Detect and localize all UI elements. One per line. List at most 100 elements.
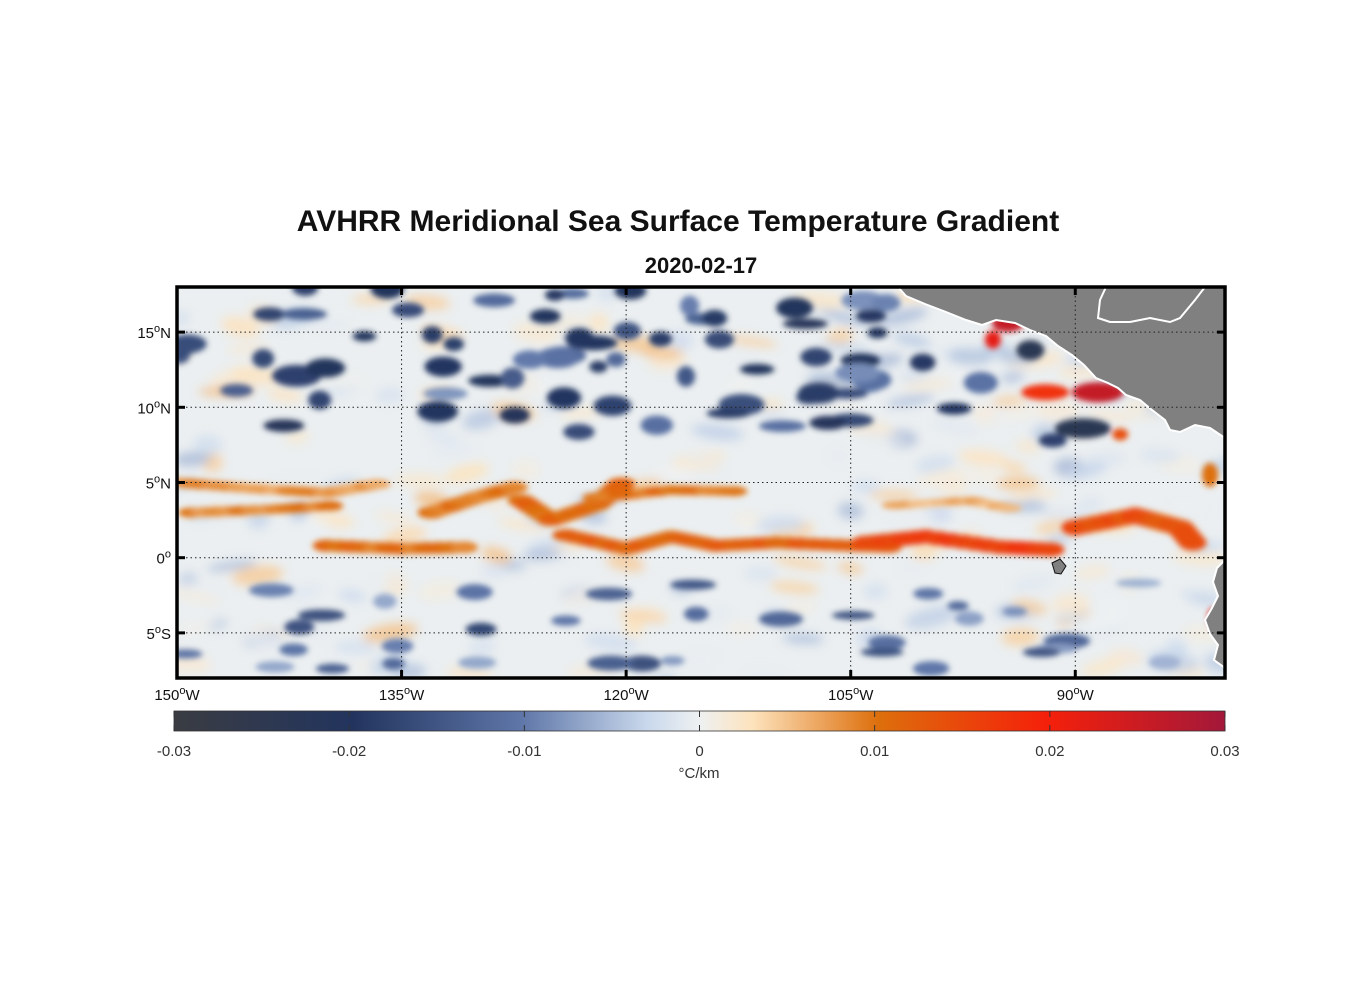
map-grid bbox=[177, 287, 1225, 678]
y-tick-label: 5oN bbox=[146, 474, 171, 493]
y-tick-label: 10oN bbox=[137, 398, 171, 417]
negative-patch bbox=[613, 322, 641, 340]
field-texture bbox=[691, 423, 744, 441]
field-texture bbox=[320, 476, 359, 491]
negative-patch bbox=[500, 367, 525, 389]
field-texture bbox=[652, 464, 694, 481]
negative-patch bbox=[255, 661, 295, 673]
field-texture bbox=[1096, 597, 1133, 616]
negative-patch bbox=[297, 609, 346, 622]
negative-patch bbox=[565, 327, 595, 349]
negative-patch bbox=[683, 606, 709, 622]
negative-patch bbox=[220, 383, 253, 397]
negative-patch bbox=[424, 356, 462, 377]
field-texture bbox=[588, 312, 609, 333]
field-texture bbox=[639, 345, 684, 360]
positive-band bbox=[449, 541, 478, 554]
strong-gradient-feature bbox=[1016, 340, 1045, 361]
negative-patch bbox=[465, 622, 497, 636]
colorbar-label: °C/km bbox=[679, 765, 720, 782]
field-texture bbox=[498, 518, 549, 532]
map-ticks: 150oW 135oW 120oW 105oW 90oW 15oN 10oN 5oN 0o 5oS bbox=[137, 287, 1225, 704]
land-south-america bbox=[1203, 558, 1225, 670]
negative-patch bbox=[423, 387, 468, 401]
y-tick-label: 15oN bbox=[137, 323, 171, 342]
field-texture bbox=[879, 506, 936, 521]
negative-patch bbox=[381, 638, 414, 654]
field-texture bbox=[886, 394, 934, 408]
field-texture bbox=[623, 617, 644, 637]
negative-patch bbox=[614, 287, 647, 300]
negative-patch bbox=[458, 656, 497, 669]
field-texture bbox=[177, 452, 212, 467]
negative-patch bbox=[391, 302, 425, 318]
negative-patch bbox=[640, 415, 673, 435]
negative-patch bbox=[860, 647, 904, 657]
field-texture bbox=[560, 406, 603, 420]
field-texture bbox=[308, 626, 330, 638]
field-texture bbox=[915, 455, 955, 474]
field-texture bbox=[850, 480, 881, 493]
negative-patch bbox=[281, 308, 328, 320]
field-texture bbox=[394, 474, 446, 487]
field-texture bbox=[769, 581, 820, 594]
negative-patch bbox=[421, 326, 443, 344]
negative-patch bbox=[909, 353, 936, 372]
negative-patch bbox=[706, 408, 751, 419]
strong-gradient-feature bbox=[1021, 384, 1070, 401]
negative-patch bbox=[292, 287, 319, 296]
negative-patch bbox=[284, 619, 315, 635]
field-texture bbox=[892, 332, 931, 348]
negative-patch bbox=[868, 635, 906, 650]
negative-patch bbox=[546, 387, 582, 409]
negative-patch bbox=[871, 293, 901, 312]
negative-patch bbox=[622, 655, 662, 672]
field-texture bbox=[958, 449, 1010, 467]
negative-patch bbox=[263, 419, 305, 432]
field-texture bbox=[819, 615, 860, 629]
field-texture bbox=[642, 551, 674, 569]
negative-patch bbox=[797, 382, 839, 404]
negative-patch bbox=[551, 615, 581, 626]
field-texture bbox=[229, 366, 283, 386]
field-texture bbox=[727, 622, 756, 636]
strong-gradient-feature bbox=[1112, 428, 1129, 441]
negative-patch bbox=[373, 593, 397, 609]
field-texture bbox=[322, 652, 356, 662]
field-texture bbox=[1173, 550, 1225, 566]
field-texture bbox=[724, 335, 778, 348]
negative-patch bbox=[800, 347, 832, 367]
field-texture bbox=[819, 341, 874, 354]
colorbar-tick-label: -0.02 bbox=[332, 743, 366, 760]
negative-patch bbox=[473, 293, 516, 308]
field-texture bbox=[819, 309, 870, 326]
strong-gradient-feature bbox=[984, 330, 1001, 349]
positive-band bbox=[607, 477, 636, 490]
land-mass bbox=[896, 287, 1225, 670]
negative-patch bbox=[417, 400, 459, 422]
field-texture bbox=[916, 470, 961, 488]
field-texture bbox=[232, 565, 284, 586]
field-texture bbox=[481, 546, 512, 564]
negative-patch bbox=[248, 583, 294, 598]
field-texture bbox=[1036, 401, 1081, 420]
positive-band bbox=[993, 504, 1022, 513]
field-texture bbox=[782, 602, 817, 616]
negative-patch bbox=[912, 661, 950, 676]
field-texture bbox=[756, 515, 806, 533]
field-texture bbox=[193, 435, 223, 455]
negative-patch bbox=[660, 655, 685, 666]
field-texture bbox=[858, 431, 908, 444]
field-texture bbox=[701, 607, 732, 620]
negative-patch bbox=[702, 309, 728, 327]
field-texture bbox=[1081, 657, 1125, 678]
field-texture bbox=[931, 417, 979, 437]
strong-gradient-feature bbox=[1071, 382, 1124, 403]
field-texture bbox=[1084, 410, 1135, 423]
negative-patch bbox=[835, 363, 880, 383]
field-texture bbox=[896, 560, 927, 574]
field-texture bbox=[837, 562, 864, 575]
field-texture bbox=[444, 463, 489, 484]
positive-band bbox=[719, 486, 748, 497]
